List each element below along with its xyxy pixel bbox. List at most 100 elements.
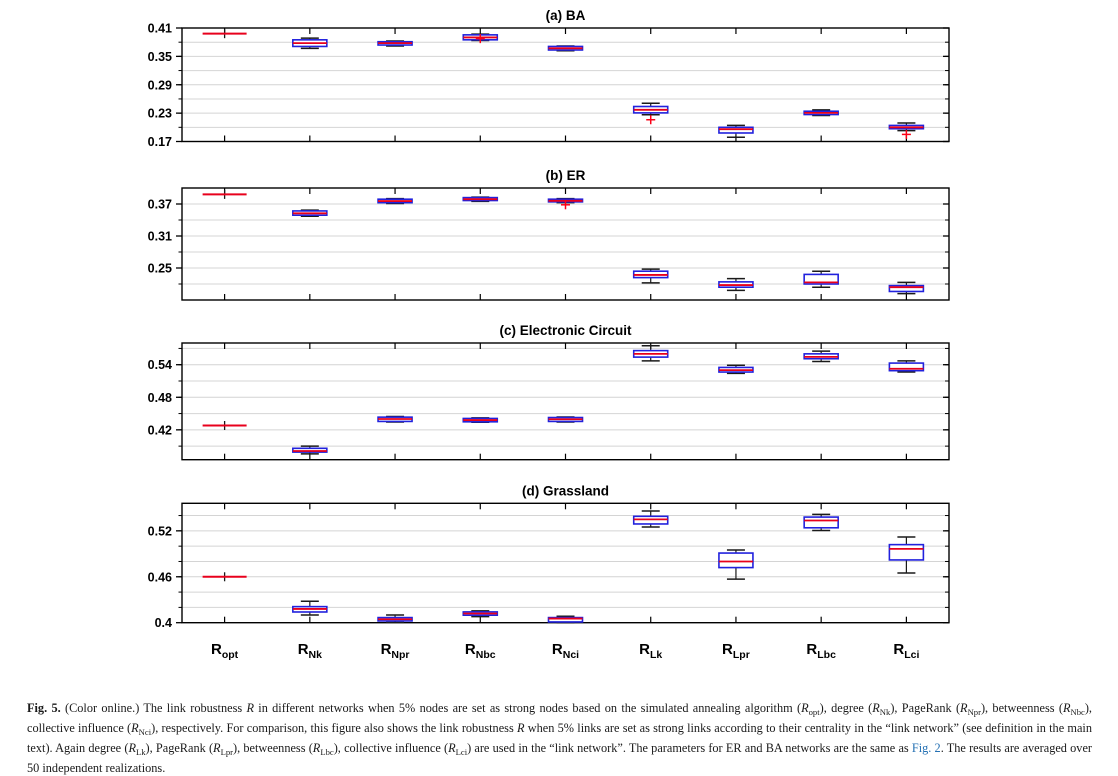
- box-R_Nbc: [462, 417, 499, 423]
- caption-text: Lci: [455, 747, 468, 758]
- caption-text: R: [128, 741, 136, 756]
- y-tick-label: 0.46: [148, 570, 172, 584]
- box-R_Nci: [547, 45, 584, 52]
- caption-text: R: [1062, 701, 1071, 716]
- subplot-title: (a) BA: [546, 8, 586, 23]
- caption-text: ) are used in the “link network”. The pa…: [467, 741, 912, 756]
- y-tick-label: 0.17: [148, 135, 172, 149]
- box-R_Lpr: [718, 364, 754, 375]
- y-tick-label: 0.37: [148, 198, 172, 212]
- caption-text: in different networks when 5% nodes are …: [253, 701, 802, 716]
- box-R_Nk: [292, 37, 328, 50]
- box-R_Lbc: [803, 513, 839, 532]
- iqr-box: [803, 273, 839, 285]
- subplot-b: (b) ER 0.25 0.31 0.37: [148, 168, 950, 301]
- box-R_Lpr: [718, 124, 754, 138]
- caption-text: Lbc: [320, 747, 334, 758]
- box-R_Lci: [888, 122, 925, 139]
- iqr-box: [718, 126, 754, 134]
- caption-text: Fig. 5.: [27, 701, 61, 716]
- y-tick-label: 0.42: [148, 423, 172, 437]
- caption-text: R: [213, 741, 221, 756]
- box-R_Nci: [547, 615, 584, 624]
- y-tick-label: 0.25: [148, 262, 172, 276]
- y-tick-label: 0.29: [148, 78, 172, 92]
- caption-text: ), degree (: [819, 701, 873, 716]
- x-axis-label-R_Nci: RNci: [552, 641, 579, 661]
- box-R_Lk: [632, 102, 669, 125]
- caption-text: ), collective influence (: [333, 741, 449, 756]
- box-R_Nk: [292, 445, 328, 455]
- box-R_Nbc: [462, 196, 499, 203]
- iqr-box: [888, 284, 925, 293]
- box-R_Npr: [377, 40, 413, 47]
- caption-text: ), betweenness (: [980, 701, 1063, 716]
- plot-frame: [181, 342, 950, 461]
- caption-text: R: [246, 701, 254, 716]
- caption-text: (Color online.) The link robustness: [60, 701, 247, 716]
- y-tick-label: 0.54: [148, 358, 172, 372]
- fig2-link[interactable]: Fig. 2: [911, 741, 941, 756]
- caption-text: ), PageRank (: [890, 701, 961, 716]
- box-R_Lk: [632, 510, 669, 528]
- caption-text: R: [131, 721, 139, 736]
- box-R_Npr: [377, 614, 413, 624]
- caption-text: R: [801, 701, 809, 716]
- iqr-box: [803, 516, 839, 529]
- caption-text: ), betweenness (: [233, 741, 313, 756]
- x-axis-label-R_Lpr: RLpr: [722, 641, 750, 661]
- caption-text: R: [960, 701, 968, 716]
- box-R_opt: [202, 572, 247, 582]
- subplot-title: (b) ER: [546, 168, 586, 183]
- caption-text: R: [872, 701, 880, 716]
- caption-text: Lk: [135, 747, 146, 758]
- box-R_Nk: [292, 600, 328, 616]
- caption-text: opt: [808, 707, 820, 718]
- x-axis-label-R_Lci: RLci: [893, 641, 919, 661]
- caption-text: Nbc: [1070, 707, 1085, 718]
- subplot-a: (a) BA 0.17 0.23 0.29 0.35 0.41: [148, 8, 950, 149]
- box-R_Lci: [888, 281, 925, 295]
- box-R_Nci: [547, 416, 584, 423]
- caption-text: R: [312, 741, 321, 756]
- y-tick-label: 0.52: [148, 524, 172, 538]
- iqr-box: [888, 362, 925, 372]
- box-R_Nci: [547, 197, 584, 210]
- caption-text: R: [448, 741, 456, 756]
- y-tick-label: 0.41: [148, 22, 172, 36]
- x-axis-label-R_Nbc: RNbc: [465, 641, 496, 661]
- box-R_Lk: [632, 344, 669, 362]
- boxplot-figure-svg: (a) BA 0.17 0.23 0.29 0.35 0.41 (b) ER 0.25 0.31…: [148, 8, 950, 661]
- box-R_opt: [202, 189, 247, 199]
- y-tick-label: 0.31: [148, 230, 172, 244]
- caption-text: ), collective influence (: [27, 701, 1092, 736]
- box-R_Lbc: [803, 270, 839, 288]
- box-R_Lbc: [803, 109, 839, 117]
- subplot-title: (c) Electronic Circuit: [499, 323, 632, 338]
- figure-root: (a) BA 0.17 0.23 0.29 0.35 0.41 (b) ER 0.25 0.31…: [27, 8, 1092, 776]
- caption-text: when 5% links are set as strong links ac…: [27, 721, 1092, 756]
- box-R_Npr: [377, 197, 413, 205]
- subplot-title: (d) Grassland: [522, 483, 609, 498]
- box-R_opt: [202, 29, 247, 39]
- y-tick-label: 0.35: [148, 50, 172, 64]
- caption-text: Lpr: [220, 747, 233, 758]
- y-tick-label: 0.4: [155, 616, 172, 630]
- iqr-box: [718, 552, 754, 569]
- x-axis-label-R_Lbc: RLbc: [806, 641, 836, 661]
- figure-caption: Fig. 5. (Color online.) The link robustn…: [27, 700, 1092, 776]
- caption-text: Nci: [138, 727, 152, 738]
- box-R_Nbc: [462, 610, 499, 618]
- caption-text: Nk: [879, 707, 891, 718]
- box-R_Lpr: [718, 277, 754, 292]
- box-R_opt: [202, 421, 247, 431]
- iqr-box: [547, 616, 584, 623]
- caption-text: R: [516, 721, 525, 736]
- box-R_Lci: [888, 360, 925, 373]
- x-axis-label-R_Nk: RNk: [298, 641, 322, 661]
- box-R_Lbc: [803, 350, 839, 363]
- box-R_Nbc: [462, 33, 499, 44]
- caption-text: ), respectively. For comparison, this fi…: [151, 721, 517, 736]
- x-axis-label-R_Lk: RLk: [639, 641, 662, 661]
- iqr-box: [888, 543, 925, 561]
